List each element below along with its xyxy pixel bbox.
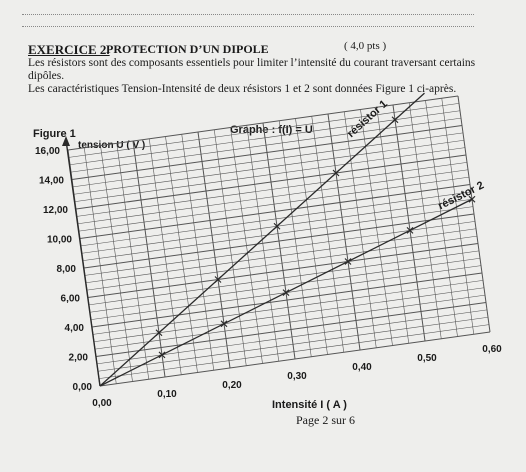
figure-label: Figure 1 (33, 128, 76, 140)
grid-line (77, 169, 469, 225)
grid-line (78, 176, 470, 232)
x-tick-label: 0,40 (352, 362, 372, 373)
x-tick-label: 0,30 (287, 371, 307, 382)
grid-line (79, 184, 471, 239)
grid-line (91, 272, 483, 328)
y-axis-arrow (62, 136, 70, 146)
grid-line (88, 250, 480, 306)
grid-line (86, 235, 478, 291)
grid-line (80, 191, 472, 247)
grid-line (72, 132, 464, 188)
data-point (155, 329, 163, 337)
graph-title: Graphe : f(I) = U (230, 124, 313, 136)
x-tick-label: 0,20 (222, 380, 242, 391)
exercise-points: ( 4,0 pts ) (344, 40, 387, 52)
y-axis (65, 139, 101, 387)
grid-line (83, 213, 475, 269)
grid-line (70, 117, 462, 173)
y-tick-label: 12,00 (43, 205, 68, 216)
y-tick-label: 14,00 (39, 176, 64, 187)
data-point (468, 195, 476, 203)
grid-line (87, 243, 479, 298)
grid-line (85, 228, 477, 284)
intro-line-3: Les caractéristiques Tension-Intensité d… (28, 83, 457, 95)
series-label: résistor 1 (345, 98, 390, 140)
grid-line (68, 103, 460, 158)
y-tick-label: 16,00 (35, 146, 60, 157)
y-tick-label: 8,00 (57, 264, 77, 275)
grid-line (67, 95, 459, 151)
grid-line (98, 324, 490, 379)
y-tick-label: 0,00 (73, 382, 93, 393)
answer-line (22, 26, 474, 27)
grid-line (71, 125, 463, 180)
exercise-subtitle: PROTECTION D’UN DIPOLE (106, 42, 269, 56)
data-point (391, 116, 399, 124)
data-point (332, 169, 340, 177)
x-tick-label: 0,00 (92, 398, 112, 409)
x-tick-label: 0,60 (482, 344, 502, 355)
grid-line (75, 154, 467, 210)
grid-line (89, 257, 481, 313)
y-tick-label: 6,00 (61, 294, 81, 305)
x-tick-label: 0,50 (417, 353, 437, 364)
grid-line (74, 147, 466, 202)
grid-line (99, 331, 491, 387)
y-tick-label: 10,00 (47, 235, 72, 246)
intro-line-1: Les résistors sont des composants essent… (28, 57, 476, 69)
intro-line-2: dipôles. (28, 70, 65, 82)
x-tick-label: 0,10 (157, 389, 177, 400)
x-axis-label: Intensité I ( A ) (272, 399, 347, 411)
y-tick-label: 2,00 (69, 353, 89, 364)
y-axis-label: tension U ( V ) (78, 140, 146, 151)
grid-line (94, 294, 486, 350)
grid-line (76, 162, 468, 217)
data-point (158, 351, 166, 359)
data-point (273, 222, 281, 230)
grid-line (73, 139, 465, 195)
grid-line (92, 280, 484, 335)
data-point (220, 320, 228, 328)
series-line (99, 92, 425, 387)
data-point (406, 226, 414, 234)
data-point (282, 289, 290, 297)
grid-line (95, 302, 487, 357)
answer-line (22, 14, 474, 15)
y-tick-label: 4,00 (65, 323, 85, 334)
page-number: Page 2 sur 6 (296, 413, 355, 427)
data-point (214, 276, 222, 283)
grid-line (97, 316, 489, 372)
data-point (344, 258, 352, 265)
grid-line (82, 206, 474, 261)
exercise-title: EXERCICE 2. (28, 42, 110, 57)
